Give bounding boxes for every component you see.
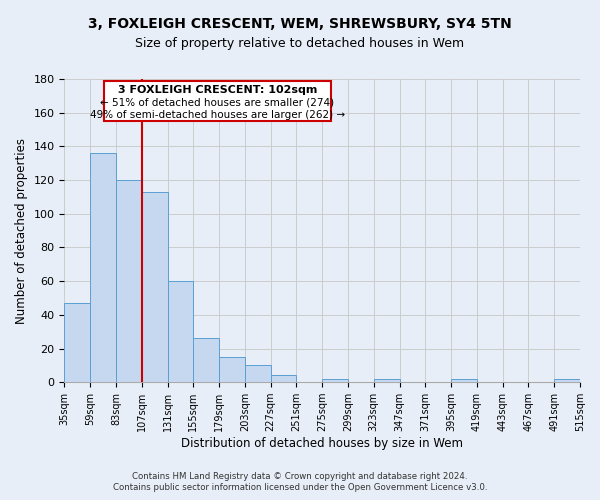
Bar [219,357,245,382]
Text: 3 FOXLEIGH CRESCENT: 102sqm: 3 FOXLEIGH CRESCENT: 102sqm [118,85,317,95]
Bar [271,376,296,382]
Text: Size of property relative to detached houses in Wem: Size of property relative to detached ho… [136,38,464,51]
Bar [451,379,477,382]
Bar [167,281,193,382]
Bar [374,379,400,382]
FancyBboxPatch shape [104,80,331,121]
Text: ← 51% of detached houses are smaller (274): ← 51% of detached houses are smaller (27… [100,98,335,108]
Bar [116,180,142,382]
X-axis label: Distribution of detached houses by size in Wem: Distribution of detached houses by size … [181,437,463,450]
Text: Contains HM Land Registry data © Crown copyright and database right 2024.: Contains HM Land Registry data © Crown c… [132,472,468,481]
Bar [193,338,219,382]
Text: 3, FOXLEIGH CRESCENT, WEM, SHREWSBURY, SY4 5TN: 3, FOXLEIGH CRESCENT, WEM, SHREWSBURY, S… [88,18,512,32]
Bar [64,303,90,382]
Bar [554,379,580,382]
Bar [245,366,271,382]
Bar [142,192,167,382]
Y-axis label: Number of detached properties: Number of detached properties [15,138,28,324]
Bar [90,153,116,382]
Text: Contains public sector information licensed under the Open Government Licence v3: Contains public sector information licen… [113,484,487,492]
Text: 49% of semi-detached houses are larger (262) →: 49% of semi-detached houses are larger (… [90,110,345,120]
Bar [322,379,348,382]
